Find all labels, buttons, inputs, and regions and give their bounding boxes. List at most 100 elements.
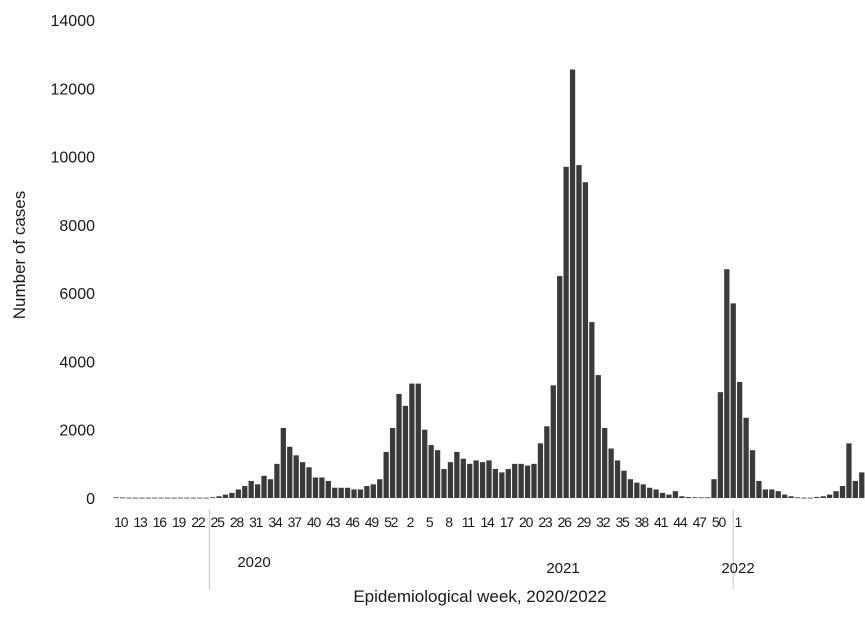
bar bbox=[820, 496, 826, 498]
bar bbox=[132, 497, 139, 499]
bar bbox=[602, 428, 608, 498]
bar bbox=[460, 458, 466, 498]
bar bbox=[274, 463, 280, 498]
bar bbox=[383, 451, 389, 498]
bar bbox=[126, 497, 132, 499]
year-dividers bbox=[208, 510, 734, 590]
bar bbox=[177, 497, 184, 499]
bar bbox=[737, 381, 743, 498]
x-tick-label: 35 bbox=[615, 514, 630, 530]
bar bbox=[351, 489, 357, 498]
bar bbox=[254, 484, 261, 498]
bar bbox=[653, 489, 659, 498]
bar bbox=[801, 497, 807, 499]
year-label: 2021 bbox=[546, 560, 579, 577]
x-tick-label: 22 bbox=[191, 514, 206, 530]
bar bbox=[113, 497, 119, 499]
bar bbox=[724, 269, 730, 498]
x-tick-label: 28 bbox=[230, 514, 245, 530]
bar bbox=[287, 446, 293, 498]
y-axis-ticks: 0 2000 4000 6000 8000 10000 12000 14000 bbox=[51, 13, 96, 508]
bar bbox=[717, 392, 724, 498]
bar bbox=[839, 486, 846, 498]
x-tick-label: 40 bbox=[307, 514, 322, 530]
bar bbox=[634, 482, 640, 498]
y-tick-label: 10000 bbox=[51, 150, 96, 167]
bar bbox=[325, 480, 331, 498]
year-label: 2020 bbox=[237, 554, 270, 571]
bar bbox=[730, 303, 736, 498]
bar bbox=[846, 443, 852, 498]
x-tick-label: 19 bbox=[172, 514, 187, 530]
bar bbox=[409, 383, 415, 498]
bar bbox=[608, 448, 614, 498]
x-tick-label: 38 bbox=[635, 514, 650, 530]
bar bbox=[595, 375, 601, 498]
y-axis-title: Number of cases bbox=[10, 191, 29, 320]
bar bbox=[280, 428, 286, 498]
bar bbox=[524, 465, 531, 498]
year-label: 2022 bbox=[721, 560, 754, 577]
bar bbox=[396, 393, 402, 498]
bar bbox=[692, 497, 698, 499]
bar bbox=[544, 426, 550, 498]
bar bbox=[762, 489, 769, 498]
bar bbox=[505, 468, 511, 498]
y-tick-label: 8000 bbox=[59, 218, 95, 235]
bar bbox=[756, 480, 762, 498]
x-tick-label: 1 bbox=[734, 514, 742, 530]
bar bbox=[293, 455, 299, 498]
bar bbox=[576, 165, 582, 499]
bar bbox=[859, 472, 865, 498]
bar bbox=[319, 477, 325, 498]
x-tick-label: 5 bbox=[426, 514, 434, 530]
bar bbox=[428, 445, 434, 498]
bar bbox=[261, 475, 267, 498]
x-tick-label: 29 bbox=[577, 514, 592, 530]
bar bbox=[769, 489, 775, 498]
bar bbox=[235, 489, 241, 498]
bar bbox=[473, 460, 479, 498]
bar bbox=[659, 492, 666, 498]
bar bbox=[550, 385, 556, 498]
bar bbox=[627, 479, 634, 498]
x-tick-label: 44 bbox=[673, 514, 688, 530]
x-tick-label: 49 bbox=[365, 514, 380, 530]
bar bbox=[749, 450, 756, 498]
bar bbox=[647, 487, 653, 498]
bar bbox=[499, 472, 505, 498]
bar bbox=[422, 429, 428, 498]
x-tick-label: 10 bbox=[114, 514, 129, 530]
x-axis-title: Epidemiological week, 2020/2022 bbox=[353, 587, 606, 606]
bar bbox=[794, 497, 801, 499]
x-tick-label: 17 bbox=[500, 514, 515, 530]
y-tick-label: 4000 bbox=[59, 354, 95, 371]
bar-series bbox=[113, 69, 865, 499]
bar bbox=[120, 497, 126, 499]
x-tick-label: 41 bbox=[654, 514, 669, 530]
bar bbox=[492, 468, 499, 498]
bar bbox=[621, 470, 627, 498]
bar bbox=[197, 497, 203, 499]
bar bbox=[190, 497, 196, 499]
bar bbox=[814, 496, 820, 498]
bar bbox=[370, 484, 376, 498]
bar bbox=[441, 468, 447, 498]
bar bbox=[447, 462, 454, 498]
y-tick-label: 6000 bbox=[59, 286, 95, 303]
bar bbox=[216, 496, 222, 498]
y-tick-label: 2000 bbox=[59, 423, 95, 440]
bar bbox=[165, 497, 171, 499]
bar bbox=[833, 491, 839, 498]
bar bbox=[242, 486, 248, 498]
bar bbox=[788, 496, 794, 498]
bar bbox=[152, 497, 158, 499]
bar bbox=[467, 463, 473, 498]
y-tick-label: 12000 bbox=[51, 81, 96, 98]
x-tick-label: 52 bbox=[384, 514, 399, 530]
x-tick-label: 43 bbox=[326, 514, 341, 530]
bar bbox=[531, 463, 537, 498]
x-tick-label: 14 bbox=[480, 514, 495, 530]
